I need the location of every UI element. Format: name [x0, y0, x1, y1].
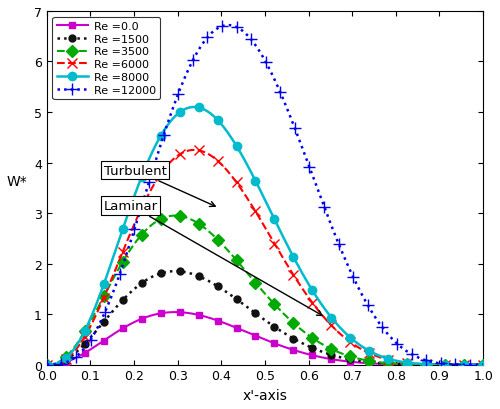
Re =6000: [191, 148, 197, 153]
Re =3500: [413, 362, 419, 367]
Text: Turbulent: Turbulent: [104, 164, 215, 207]
Re =3500: [46, 362, 52, 367]
Re =12000: [440, 362, 446, 366]
Re =3500: [172, 213, 178, 218]
Re =8000: [305, 281, 311, 286]
Line: Re =0.0: Re =0.0: [44, 309, 486, 368]
Re =1500: [44, 362, 50, 367]
Re =3500: [304, 332, 310, 337]
Line: Re =12000: Re =12000: [42, 20, 488, 370]
Re =6000: [440, 362, 446, 367]
Legend: Re =0.0, Re =1500, Re =3500, Re =6000, Re =8000, Re =12000: Re =0.0, Re =1500, Re =3500, Re =6000, R…: [52, 18, 160, 100]
Line: Re =6000: Re =6000: [42, 146, 488, 370]
Re =12000: [305, 162, 311, 166]
Re =3500: [480, 362, 486, 367]
Line: Re =1500: Re =1500: [44, 268, 486, 368]
Re =1500: [305, 344, 311, 348]
X-axis label: x'-axis: x'-axis: [242, 388, 288, 402]
Re =0.0: [480, 362, 486, 367]
Re =1500: [304, 343, 310, 348]
Re =6000: [480, 362, 486, 367]
Re =1500: [312, 347, 318, 352]
Re =1500: [480, 362, 486, 367]
Re =0.0: [172, 310, 178, 315]
Line: Re =3500: Re =3500: [42, 212, 488, 369]
Re =0.0: [44, 362, 50, 367]
Re =1500: [440, 362, 446, 367]
Re =3500: [440, 362, 446, 367]
Re =1500: [413, 362, 419, 367]
Re =6000: [305, 294, 311, 299]
Line: Re =8000: Re =8000: [42, 103, 488, 369]
Re =12000: [312, 181, 318, 186]
Y-axis label: W*: W*: [7, 174, 28, 188]
Re =12000: [304, 157, 310, 162]
Re =12000: [46, 362, 52, 367]
Re =0.0: [440, 362, 446, 367]
Re =6000: [44, 362, 50, 367]
Re =12000: [480, 362, 486, 367]
Text: Laminar: Laminar: [104, 200, 322, 316]
Re =8000: [440, 362, 446, 367]
Re =0.0: [413, 362, 419, 367]
Re =8000: [480, 362, 486, 367]
Re =8000: [191, 105, 197, 110]
Re =3500: [44, 362, 50, 367]
Re =1500: [46, 362, 52, 367]
Re =6000: [304, 292, 310, 297]
Re =0.0: [304, 351, 310, 356]
Re =8000: [46, 362, 52, 367]
Re =6000: [312, 304, 318, 309]
Re =12000: [44, 362, 50, 367]
Re =0.0: [305, 352, 311, 357]
Re =12000: [225, 24, 231, 29]
Re =3500: [305, 333, 311, 337]
Re =1500: [172, 269, 178, 274]
Re =8000: [312, 293, 318, 298]
Re =12000: [413, 354, 419, 359]
Re =8000: [304, 279, 310, 283]
Re =3500: [312, 338, 318, 343]
Re =0.0: [312, 354, 318, 359]
Re =0.0: [46, 362, 52, 367]
Re =8000: [44, 362, 50, 367]
Re =6000: [413, 362, 419, 366]
Re =6000: [46, 362, 52, 367]
Re =8000: [413, 361, 419, 366]
